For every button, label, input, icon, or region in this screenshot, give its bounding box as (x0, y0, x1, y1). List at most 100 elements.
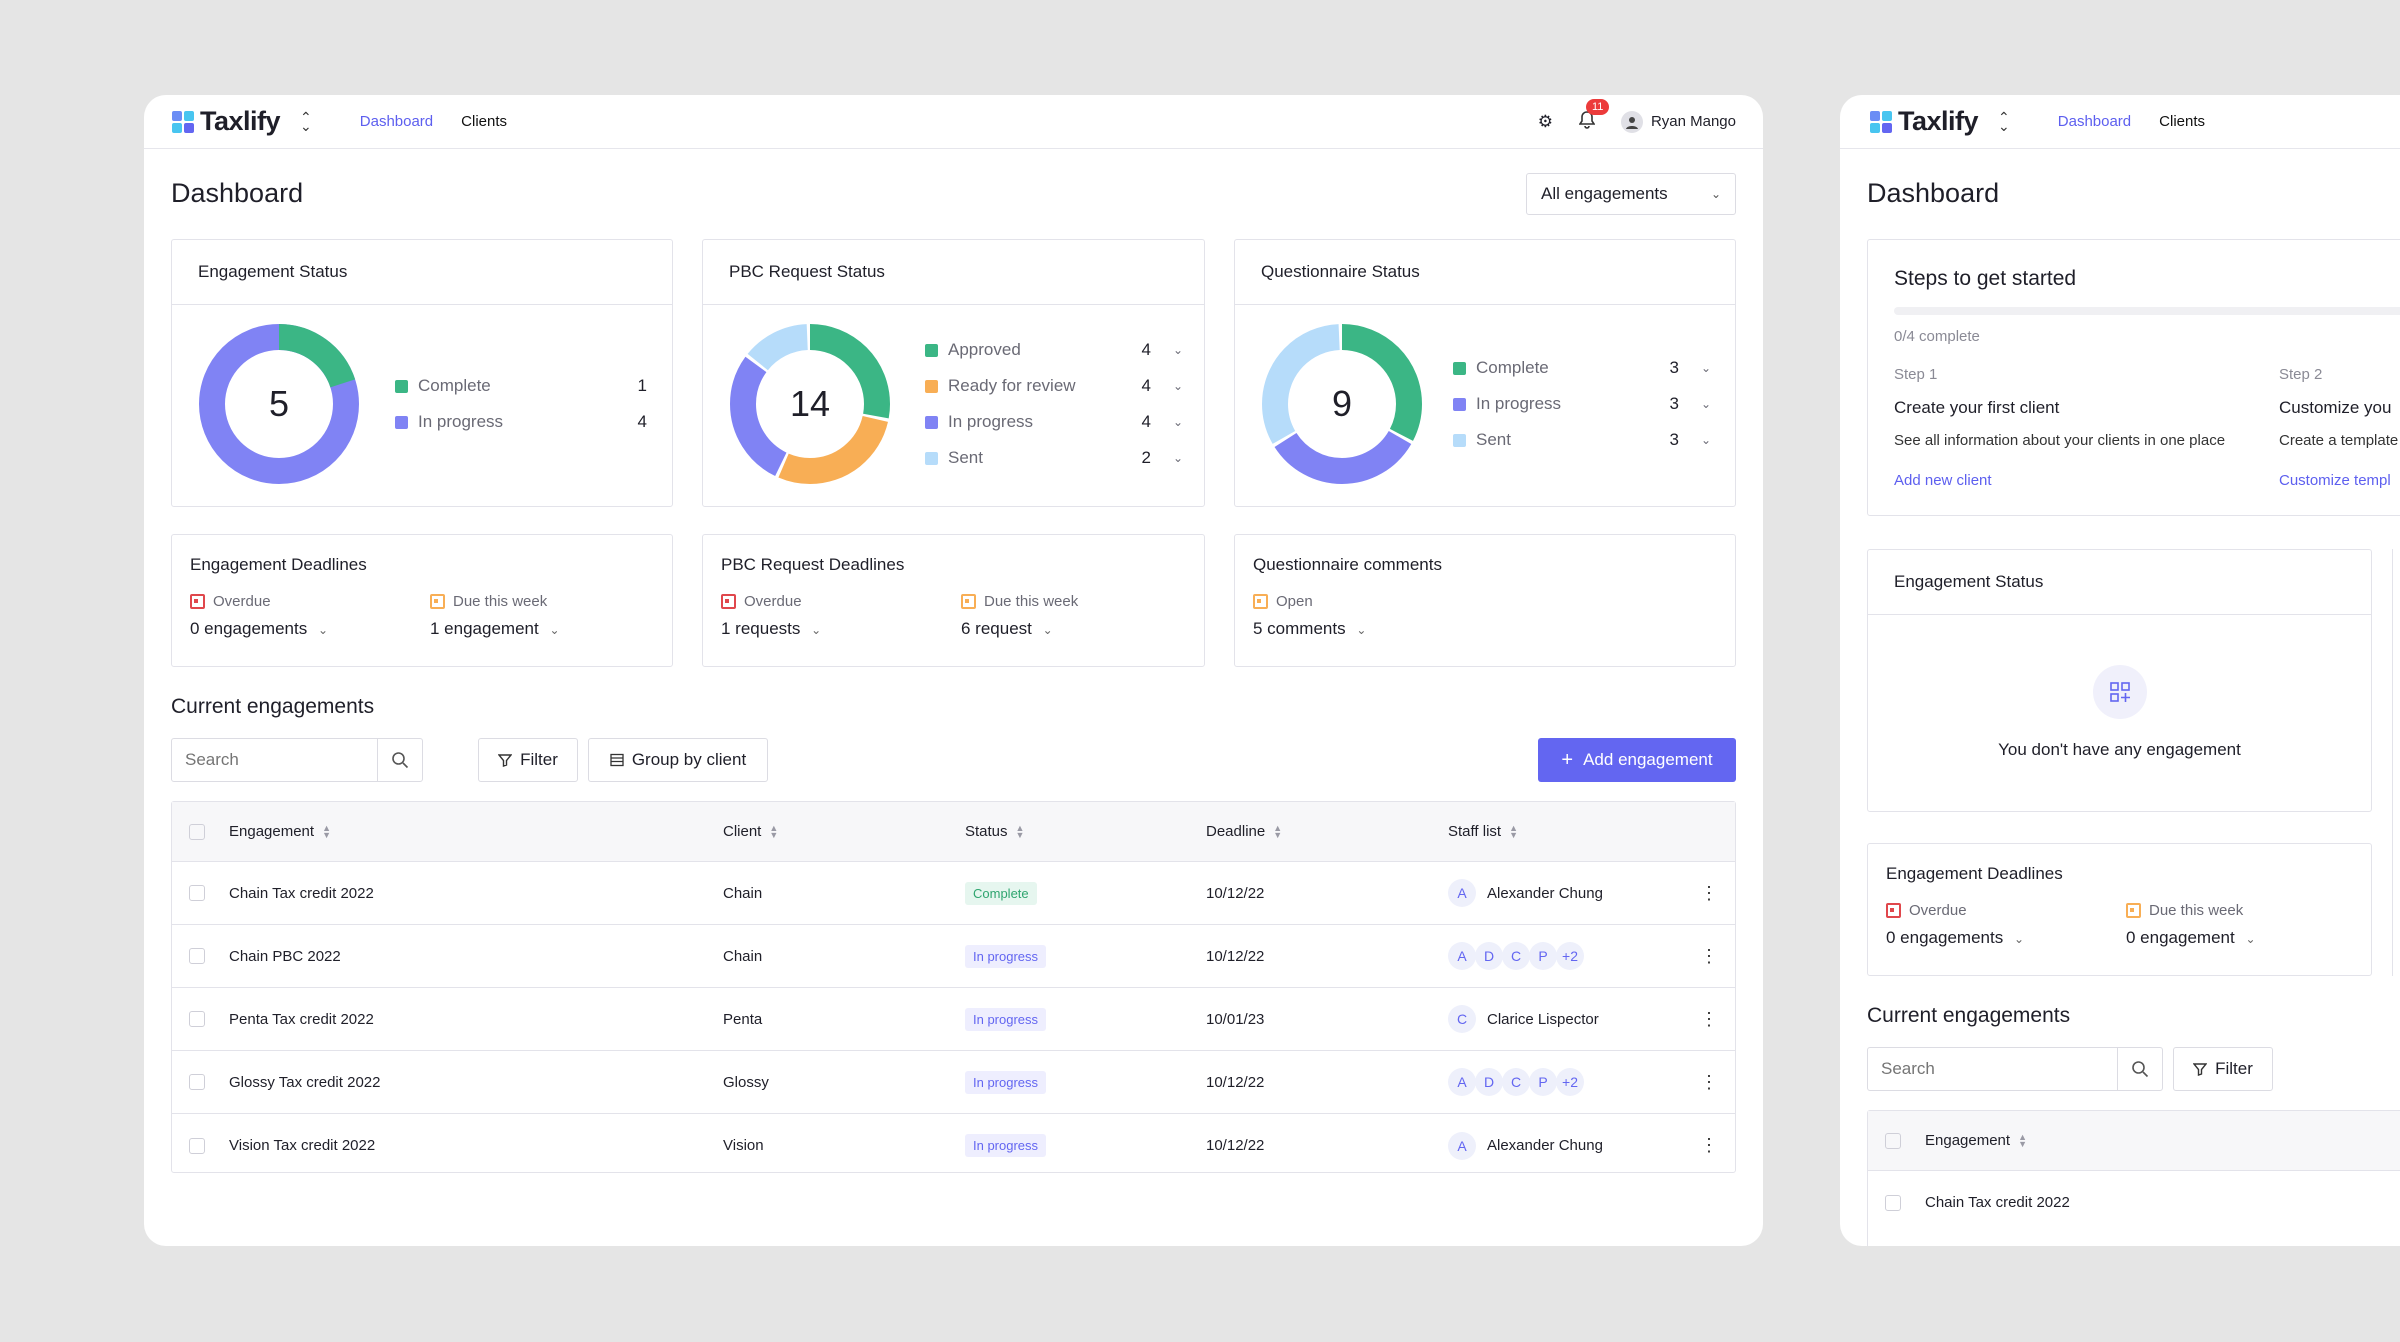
col-client[interactable]: Client ▲ ▼ (723, 802, 778, 861)
chevron-down-icon[interactable]: ⌄ (1172, 379, 1183, 393)
staff-list: A D C P +2 (1448, 925, 1584, 987)
legend-item[interactable]: Complete 3 ⌄ (1453, 350, 1711, 386)
legend-item[interactable]: In progress 4 ⌄ (925, 404, 1183, 440)
overdue-dropdown[interactable]: 0 engagements ⌄ (1886, 928, 2024, 948)
overdue-dropdown[interactable]: 0 engagements ⌄ (190, 619, 328, 639)
nav-clients[interactable]: Clients (2159, 113, 2206, 130)
engagement-name[interactable]: Chain Tax credit 2022 (229, 884, 374, 902)
table-row[interactable]: Chain Tax credit 2022 Chain Complete 10/… (172, 862, 1735, 925)
chevron-down-icon[interactable]: ⌄ (1172, 415, 1183, 429)
filter-button[interactable]: Filter (2173, 1047, 2273, 1091)
avatar: A (1448, 1131, 1476, 1160)
search-icon[interactable] (378, 751, 422, 769)
row-menu-icon[interactable]: ⋮ (1700, 1008, 1718, 1029)
filter-icon (498, 754, 513, 767)
engagements-table: Engagement ▲ ▼ Chain Tax credit 2022 (1867, 1110, 2400, 1246)
donut-slice-complete (1262, 324, 1422, 484)
row-menu-icon[interactable]: ⋮ (1700, 945, 1718, 966)
engagement-name[interactable]: Chain Tax credit 2022 (1925, 1194, 2070, 1211)
top-bar: Taxlify ⌃ ⌄ Dashboard Clients ⚙ 11 Ryan M… (144, 95, 1763, 149)
search-input[interactable] (1868, 1048, 2118, 1090)
pbc-status-legend: Approved 4 ⌄ Ready for review 4 ⌄ In progres… (925, 332, 1183, 476)
settings-gear-icon[interactable]: ⚙ (1537, 112, 1553, 131)
row-checkbox[interactable] (1885, 1194, 1901, 1211)
notifications-bell-icon[interactable]: 11 (1578, 98, 1610, 134)
col-engagement[interactable]: Engagement ▲ ▼ (229, 802, 331, 861)
row-checkbox[interactable] (189, 1011, 205, 1027)
nav-clients[interactable]: Clients (461, 113, 508, 130)
search-icon[interactable] (2118, 1060, 2162, 1078)
col-staff[interactable]: Staff list ▲ ▼ (1448, 802, 1518, 861)
select-all-checkbox[interactable] (1885, 1132, 1901, 1149)
step1-title: Create your first client (1894, 398, 2060, 417)
more-staff-avatar[interactable]: +2 (1556, 1068, 1584, 1096)
engagement-name[interactable]: Penta Tax credit 2022 (229, 1010, 374, 1028)
row-checkbox[interactable] (189, 948, 205, 964)
row-menu-icon[interactable]: ⋮ (1700, 1071, 1718, 1092)
row-checkbox[interactable] (189, 1137, 205, 1154)
nav-dashboard[interactable]: Dashboard (359, 113, 434, 130)
engagement-filter-select[interactable]: All engagements ⌄ (1526, 173, 1736, 215)
legend-value: 3 (1669, 394, 1679, 413)
col-deadline[interactable]: Deadline ▲ ▼ (1206, 802, 1282, 861)
due-dropdown[interactable]: 6 request ⌄ (961, 619, 1078, 639)
logo[interactable]: Taxlify ⌃ ⌄ (1870, 106, 2010, 137)
col-status[interactable]: Status ▲ ▼ (965, 802, 1024, 861)
page-title: Dashboard (1867, 178, 2000, 208)
legend-item[interactable]: Sent 2 ⌄ (925, 440, 1183, 476)
engagement-name[interactable]: Chain PBC 2022 (229, 947, 341, 965)
chevron-down-icon[interactable]: ⌄ (1700, 433, 1711, 447)
table-row[interactable]: Penta Tax credit 2022 Penta In progress … (172, 988, 1735, 1051)
row-menu-icon[interactable]: ⋮ (1700, 882, 1718, 903)
step2-label: Step 2 (2279, 366, 2323, 383)
chevron-down-icon[interactable]: ⌄ (1172, 451, 1183, 465)
select-all-checkbox[interactable] (189, 823, 205, 840)
donut-slice-in-progress (730, 324, 890, 484)
sort-icon: ▲ ▼ (1015, 822, 1025, 840)
group-by-client-button[interactable]: Group by client (588, 738, 768, 782)
switch-chevron-icon[interactable]: ⌃ ⌄ (1998, 108, 2010, 134)
customize-template-link[interactable]: Customize templ (2279, 472, 2391, 489)
overdue-label: Overdue (1909, 902, 1967, 919)
chevron-down-icon[interactable]: ⌄ (1172, 343, 1183, 357)
due-value: 0 engagement (2126, 928, 2235, 947)
group-icon (610, 753, 624, 767)
add-new-client-link[interactable]: Add new client (1894, 472, 1992, 489)
chevron-down-icon: ⌄ (1042, 623, 1053, 637)
row-checkbox[interactable] (189, 1074, 205, 1090)
logo[interactable]: Taxlify ⌃ ⌄ (172, 106, 312, 137)
sort-icon: ▲ ▼ (1509, 822, 1519, 840)
deadline: 10/12/22 (1206, 884, 1265, 902)
switch-chevron-icon[interactable]: ⌃ ⌄ (300, 108, 312, 134)
table-row[interactable]: Chain Tax credit 2022 (1868, 1171, 2400, 1234)
legend-label: Complete (1476, 358, 1549, 377)
col-engagement[interactable]: Engagement ▲ ▼ (1925, 1111, 2027, 1170)
add-engagement-label: Add engagement (1583, 750, 1713, 769)
table-row[interactable]: Vision Tax credit 2022 Vision In progres… (172, 1114, 1735, 1177)
user-menu[interactable]: Ryan Mango (1620, 111, 1736, 133)
filter-icon (2193, 1063, 2208, 1076)
due-dropdown[interactable]: 1 engagement ⌄ (430, 619, 560, 639)
filter-button[interactable]: Filter (478, 738, 578, 782)
legend-item[interactable]: In progress 3 ⌄ (1453, 386, 1711, 422)
legend-item[interactable]: Approved 4 ⌄ (925, 332, 1183, 368)
row-menu-icon[interactable]: ⋮ (1700, 1135, 1718, 1155)
row-checkbox[interactable] (189, 885, 205, 901)
chevron-down-icon[interactable]: ⌄ (1700, 361, 1711, 375)
table-row[interactable]: Chain PBC 2022 Chain In progress 10/12/2… (172, 925, 1735, 988)
engagement-name[interactable]: Vision Tax credit 2022 (229, 1137, 376, 1154)
search-input[interactable] (172, 739, 378, 781)
overdue-dropdown[interactable]: 1 requests ⌄ (721, 619, 821, 639)
open-dropdown[interactable]: 5 comments ⌄ (1253, 619, 1366, 639)
engagement-name[interactable]: Glossy Tax credit 2022 (229, 1073, 381, 1091)
engagement-deadlines-card: Engagement Deadlines Overdue 0 engagemen… (1867, 843, 2372, 976)
legend-item[interactable]: Ready for review 4 ⌄ (925, 368, 1183, 404)
chevron-down-icon: ⌄ (811, 623, 822, 637)
legend-item[interactable]: Sent 3 ⌄ (1453, 422, 1711, 458)
add-engagement-button[interactable]: + Add engagement (1538, 738, 1736, 782)
nav-dashboard[interactable]: Dashboard (2057, 113, 2132, 130)
more-staff-avatar[interactable]: +2 (1556, 942, 1584, 970)
chevron-down-icon[interactable]: ⌄ (1700, 397, 1711, 411)
table-row[interactable]: Glossy Tax credit 2022 Glossy In progres… (172, 1051, 1735, 1114)
due-dropdown[interactable]: 0 engagement ⌄ (2126, 928, 2256, 948)
